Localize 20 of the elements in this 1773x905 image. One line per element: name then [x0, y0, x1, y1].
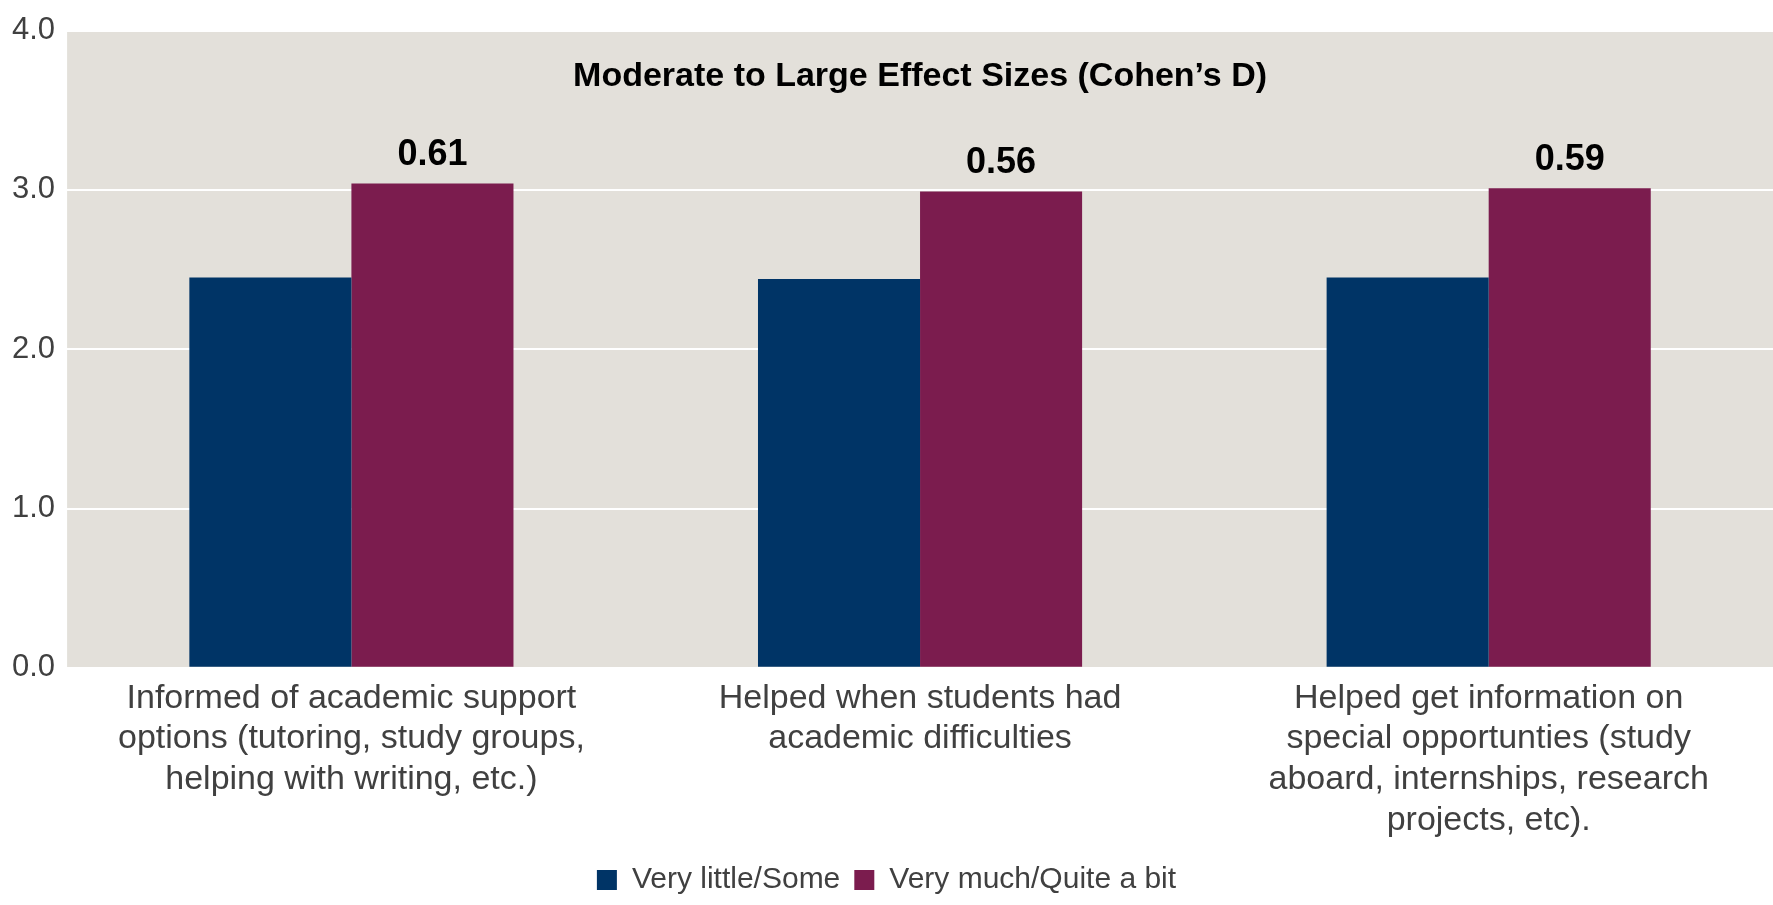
annotation: 0.61: [397, 132, 468, 174]
x-tick-label: Informed of academic support options (tutoring, study groups, helping with writing, etc.): [118, 676, 585, 797]
bar: [1488, 188, 1651, 667]
bar: [189, 277, 352, 667]
y-tick-label: 0.0: [11, 648, 56, 684]
annotation: 0.56: [966, 140, 1037, 182]
bar: [757, 279, 921, 667]
bar: [351, 183, 514, 667]
y-tick-label: 1.0: [11, 489, 56, 525]
legend-label: Very much/Quite a bit: [889, 861, 1177, 895]
x-tick-label: Helped when students had academic difficulties: [718, 676, 1122, 756]
legend-label: Very little/Some: [631, 861, 841, 895]
x-tick-label: Helped get information on special opportunties (study aboard, internships, research projects, etc).: [1268, 676, 1709, 837]
bar: [920, 191, 1083, 667]
y-tick-label: 2.0: [11, 329, 56, 365]
y-tick-label: 4.0: [11, 11, 56, 47]
y-tick-label: 3.0: [11, 170, 56, 206]
text: Moderate to Large Effect Sizes (Cohen’s D): [573, 54, 1268, 93]
annotation: 0.59: [1534, 137, 1605, 179]
bar: [1326, 277, 1489, 667]
